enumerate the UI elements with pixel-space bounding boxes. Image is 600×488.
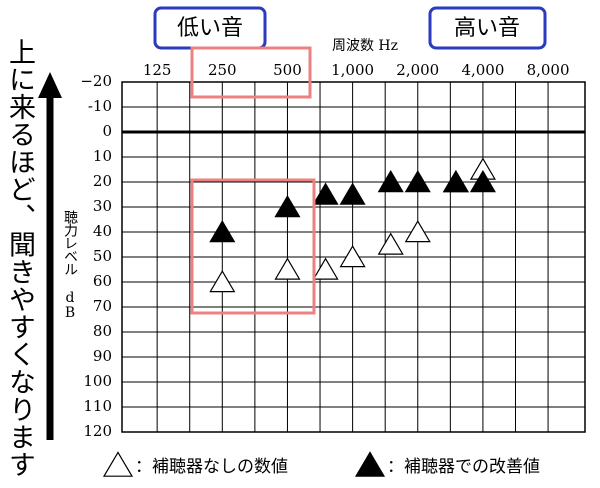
y-tick-label: 70: [93, 297, 112, 315]
marker: [404, 220, 431, 243]
y-tick-label: 80: [93, 322, 112, 340]
annotation: 低い音: [177, 16, 243, 41]
arrow-head: [38, 72, 62, 98]
annotation-box: [428, 6, 547, 50]
marker: [377, 170, 404, 193]
marker: [209, 270, 236, 293]
marker: [339, 245, 366, 268]
annotation: 高い音: [454, 16, 520, 41]
y-tick-label: 110: [83, 397, 112, 415]
x-tick-label: 250: [208, 61, 237, 79]
x-tick-label: 125: [143, 61, 172, 79]
y-tick-label: −20: [80, 72, 112, 90]
y-tick-label: 0: [102, 122, 112, 140]
marker: [312, 257, 339, 280]
x-tick-label: 1,000: [331, 61, 374, 79]
legend-label: ：補聴器なしの数値: [135, 457, 288, 477]
marker: [404, 170, 431, 193]
y-tick-label: 60: [93, 272, 112, 290]
marker: [274, 257, 301, 280]
y-tick-label: 90: [93, 347, 112, 365]
y-axis-label: 聴力レベル dB: [62, 210, 78, 320]
highlight-box: [190, 46, 312, 99]
y-tick-label: 120: [83, 422, 112, 440]
legend-label: ：補聴器での改善値: [387, 457, 540, 477]
x-tick-label: 4,000: [461, 61, 504, 79]
marker: [469, 170, 496, 193]
y-tick-label: 100: [83, 372, 112, 390]
x-tick-label: 8,000: [527, 61, 570, 79]
marker: [442, 170, 469, 193]
marker: [339, 182, 366, 205]
y-tick-label: 50: [93, 247, 112, 265]
side-note: 上に来るほど、聞きやすくなります: [4, 38, 35, 478]
y-tick-label: 10: [93, 147, 112, 165]
y-tick-label: -10: [88, 97, 112, 115]
marker: [377, 232, 404, 255]
marker: [312, 182, 339, 205]
marker: [209, 220, 236, 243]
x-axis-label: 周波数 Hz: [332, 38, 398, 54]
y-tick-label: 20: [93, 172, 112, 190]
x-tick-label: 2,000: [396, 61, 439, 79]
y-tick-label: 30: [93, 197, 112, 215]
legend-marker: [354, 451, 386, 477]
highlight-box: [190, 178, 316, 315]
legend-marker: [102, 451, 134, 477]
y-tick-label: 40: [93, 222, 112, 240]
marker: [274, 195, 301, 218]
x-tick-label: 500: [273, 61, 302, 79]
